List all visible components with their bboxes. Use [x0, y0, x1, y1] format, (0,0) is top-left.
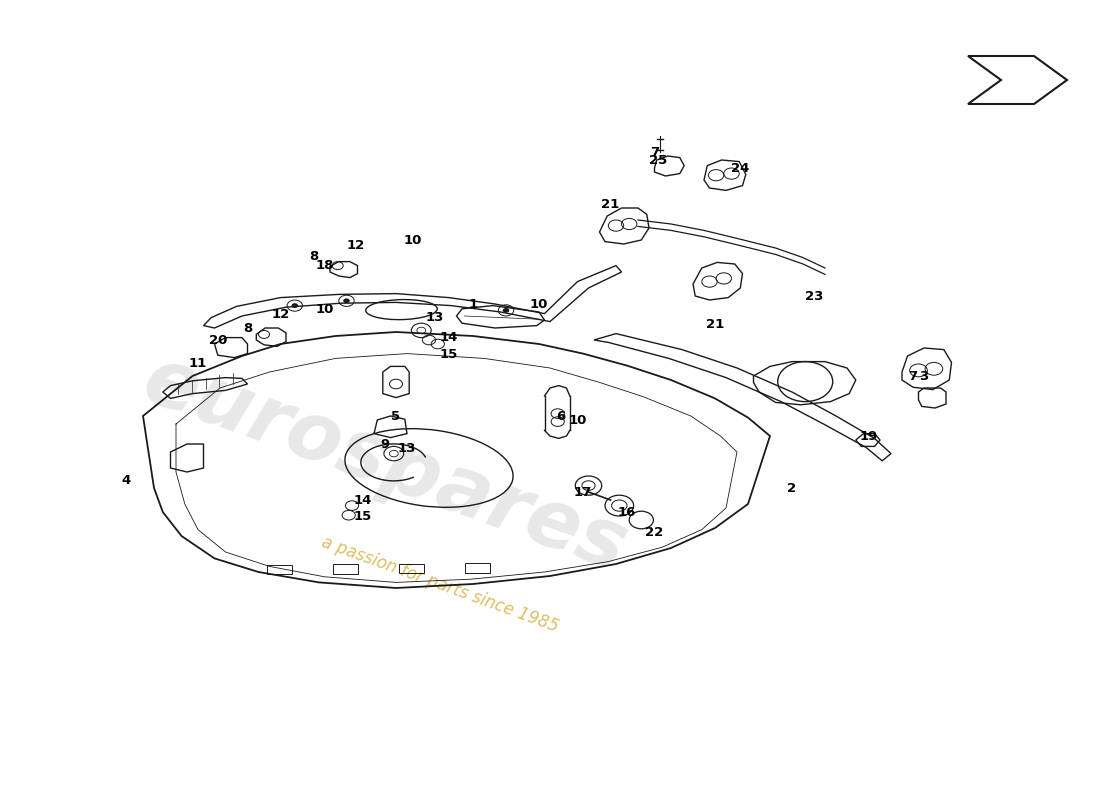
Text: 5: 5: [392, 410, 400, 422]
Text: 10: 10: [530, 298, 548, 310]
Text: 18: 18: [316, 259, 333, 272]
Text: 22: 22: [646, 526, 663, 538]
Text: 11: 11: [189, 358, 207, 370]
Circle shape: [503, 308, 509, 313]
Text: 10: 10: [404, 234, 421, 246]
Text: 14: 14: [440, 331, 458, 344]
Text: 16: 16: [618, 506, 636, 518]
Text: 12: 12: [346, 239, 364, 252]
Text: eurospares: eurospares: [132, 340, 638, 588]
Text: 7: 7: [650, 146, 659, 158]
Text: 12: 12: [272, 308, 289, 321]
Text: 24: 24: [732, 162, 749, 174]
Text: 20: 20: [209, 334, 227, 346]
Text: 13: 13: [398, 442, 416, 454]
Text: 2: 2: [788, 482, 796, 494]
Text: 21: 21: [706, 318, 724, 330]
Text: 4: 4: [122, 474, 131, 486]
Text: 25: 25: [649, 154, 667, 166]
Text: 13: 13: [426, 311, 443, 324]
Text: 8: 8: [309, 250, 318, 262]
Text: 21: 21: [602, 198, 619, 210]
Text: 14: 14: [354, 494, 372, 506]
Text: 15: 15: [354, 510, 372, 522]
Text: 7: 7: [909, 370, 917, 382]
Text: a passion for parts since 1985: a passion for parts since 1985: [319, 533, 561, 635]
Text: 19: 19: [860, 430, 878, 442]
Text: 23: 23: [805, 290, 823, 302]
Text: 1: 1: [469, 298, 477, 310]
Circle shape: [343, 298, 350, 303]
Text: 10: 10: [316, 303, 333, 316]
Text: 3: 3: [920, 370, 928, 382]
Circle shape: [292, 303, 298, 308]
Text: 6: 6: [557, 410, 565, 422]
Text: 17: 17: [574, 486, 592, 498]
Text: 15: 15: [440, 348, 458, 361]
Text: 9: 9: [381, 438, 389, 450]
Text: 10: 10: [569, 414, 586, 426]
Text: 8: 8: [243, 322, 252, 334]
